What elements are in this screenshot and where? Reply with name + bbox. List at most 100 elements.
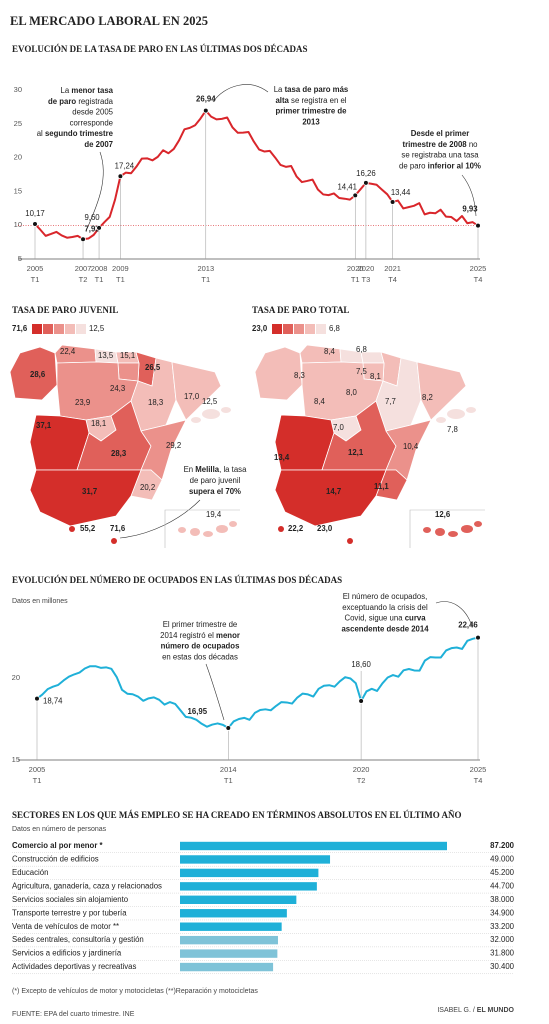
annotation-text: ascendente desde 2014	[341, 624, 429, 633]
region-value: 13,4	[274, 453, 290, 462]
annotation-line: desde 2005	[72, 108, 113, 117]
region-value: 8,2	[422, 393, 433, 402]
region	[254, 346, 303, 401]
credit-text: EL MUNDO	[477, 1007, 515, 1014]
x-tick-label: 2020	[347, 264, 364, 273]
data-point	[475, 634, 481, 641]
data-label: 16,95	[188, 707, 208, 716]
region	[190, 528, 200, 536]
legend-swatch	[316, 324, 326, 334]
region	[202, 409, 220, 419]
data-label: 9,60	[84, 213, 100, 222]
region-value: 28,3	[111, 449, 127, 458]
inset-frame	[409, 509, 485, 548]
annotation-line: ascendente desde 2014	[341, 624, 429, 633]
region-value: 11,1	[374, 482, 389, 491]
x-tick-label: 2013	[197, 264, 214, 273]
annotation-text: alta	[275, 96, 289, 105]
region-value: 22,2	[288, 524, 304, 533]
y-tick-label: 15	[14, 186, 22, 195]
x-tick-label: 2005	[29, 765, 46, 774]
legend-swatch	[272, 324, 282, 334]
bar-label: Servicios a edificios y jardinería	[12, 949, 122, 958]
annotation-text: menor tasa	[71, 86, 113, 95]
annotation-text: 2013	[302, 117, 320, 126]
annotation-line: trimestre de 2008 no	[403, 140, 479, 149]
data-point	[34, 695, 40, 702]
annotation-line: supera el 70%	[189, 487, 241, 496]
region-value: 8,4	[324, 347, 336, 356]
x-tick-label: T2	[79, 275, 88, 284]
x-tick-label: T1	[224, 776, 233, 785]
region	[9, 346, 58, 401]
region	[416, 361, 467, 421]
annotation-line: número de ocupados	[161, 642, 241, 651]
city-dot	[278, 526, 284, 532]
y-tick-label: 25	[14, 119, 22, 128]
annotation-text: inferior al 10%	[428, 161, 481, 170]
bar-label: Venta de vehículos de motor **	[12, 922, 119, 931]
region-value: 71,6	[110, 524, 126, 533]
bar-value: 30.400	[490, 962, 515, 971]
annotation-line: de paro inferior al 10%	[399, 161, 481, 170]
footnote: (*) Excepto de vehículos de motor y moto…	[12, 988, 258, 995]
region-value: 8,3	[294, 371, 305, 380]
region	[435, 528, 445, 536]
annotation-text: trimestre de 2008	[403, 140, 468, 149]
bar	[180, 882, 317, 891]
annotation-line: alta se registra en el	[275, 96, 346, 105]
chart-subtitle: Datos en número de personas	[12, 826, 107, 833]
annotation-text: , la tasa	[219, 465, 247, 474]
bar-value: 31.800	[490, 949, 515, 958]
map-title: TASA DE PARO TOTAL	[252, 305, 349, 315]
x-tick-label: 2020	[358, 264, 375, 273]
x-tick-label: 2008	[91, 264, 108, 273]
x-tick-label: T4	[388, 275, 397, 284]
region-value: 14,7	[326, 487, 341, 496]
legend-swatch	[54, 324, 64, 334]
bar-label: Construcción de edificios	[12, 855, 99, 864]
annotation-text: de paro juvenil	[190, 476, 241, 485]
annotation-text: El primer trimestre de	[163, 620, 238, 629]
region	[229, 521, 237, 527]
bar	[180, 949, 278, 958]
annotation-line: de paro juvenil	[190, 476, 241, 485]
x-tick-label: 2020	[353, 765, 370, 774]
annotation-line: al segundo trimestre	[37, 129, 114, 138]
x-tick-label: 2005	[27, 264, 44, 273]
annotation-text: supera el 70%	[189, 487, 241, 496]
region	[461, 525, 473, 533]
bar-label: Sedes centrales, consultoría y gestión	[12, 935, 144, 944]
annotation-line: en estas dos décadas	[162, 652, 238, 661]
annotation-text: número de ocupados	[161, 642, 241, 651]
region-value: 23,0	[317, 524, 333, 533]
region-value: 24,3	[110, 384, 125, 393]
bar-value: 34.900	[490, 908, 515, 917]
x-tick-label: 2021	[384, 264, 401, 273]
chart-title: EVOLUCIÓN DE LA TASA DE PARO EN LAS ÚLTI…	[12, 44, 308, 54]
annotation-text: de 2007	[84, 140, 113, 149]
x-tick-label: T1	[116, 275, 125, 284]
region-value: 6,8	[356, 345, 367, 354]
source: FUENTE: EPA del cuarto trimestre. INE	[12, 1011, 135, 1018]
region-value: 55,2	[80, 524, 96, 533]
annotation-text: de paro	[48, 97, 76, 106]
region-value: 10,4	[403, 442, 419, 451]
annotation-text: El número de ocupados,	[343, 592, 428, 601]
annotation-text: en estas dos décadas	[162, 652, 238, 661]
region	[191, 417, 201, 423]
map-title: TASA DE PARO JUVENIL	[12, 305, 118, 315]
map	[9, 344, 240, 548]
annotation-text: menor	[216, 631, 240, 640]
bar-label: Comercio al por menor *	[12, 841, 104, 850]
x-tick-label: 2025	[470, 765, 487, 774]
chart-title: EVOLUCIÓN DEL NÚMERO DE OCUPADOS EN LAS …	[12, 575, 342, 585]
data-point	[80, 236, 86, 242]
chart-subtitle: Datos en millones	[12, 598, 68, 605]
bar-label: Actividades deportivas y recreativas	[12, 962, 136, 971]
annotation-text: curva	[405, 614, 426, 623]
data-point	[389, 199, 396, 205]
legend-swatch	[283, 324, 293, 334]
legend-max: 23,0	[252, 324, 268, 333]
annotation-line: corresponde	[70, 118, 113, 127]
